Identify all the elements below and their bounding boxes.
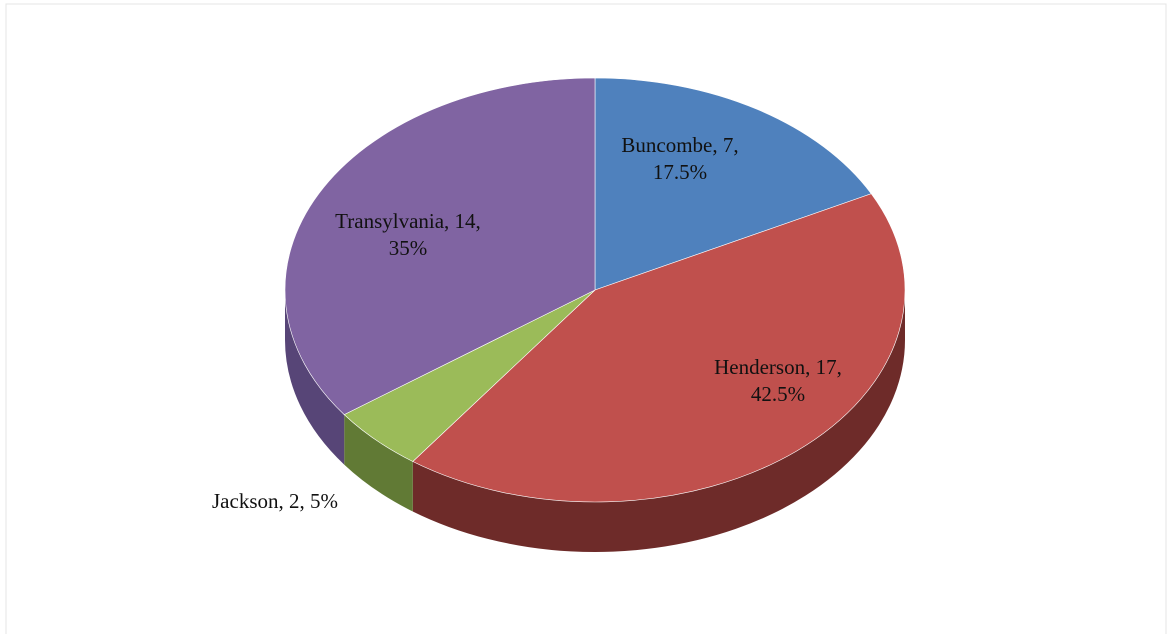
data-label-line: Buncombe, 7, <box>621 133 738 157</box>
data-label: Jackson, 2, 5% <box>212 489 338 513</box>
data-label-line: 35% <box>389 236 428 260</box>
slice <box>284 77 596 415</box>
slice-side <box>344 414 413 512</box>
slice <box>412 193 906 503</box>
data-label-line: 17.5% <box>653 160 707 184</box>
data-label-line: 42.5% <box>751 382 805 406</box>
slice-side <box>412 290 905 552</box>
slice-side <box>285 290 345 465</box>
slice <box>594 77 872 291</box>
data-label: Transylvania, 14, 35% <box>335 209 481 260</box>
data-label-line: Transylvania, 14, <box>335 209 481 233</box>
chart-frame <box>5 3 1167 634</box>
data-label-line: Jackson, 2, 5% <box>212 489 338 513</box>
data-label: Henderson, 17, 42.5% <box>714 355 842 406</box>
data-label-line: Henderson, 17, <box>714 355 842 379</box>
data-label: Buncombe, 7, 17.5% <box>621 133 738 184</box>
